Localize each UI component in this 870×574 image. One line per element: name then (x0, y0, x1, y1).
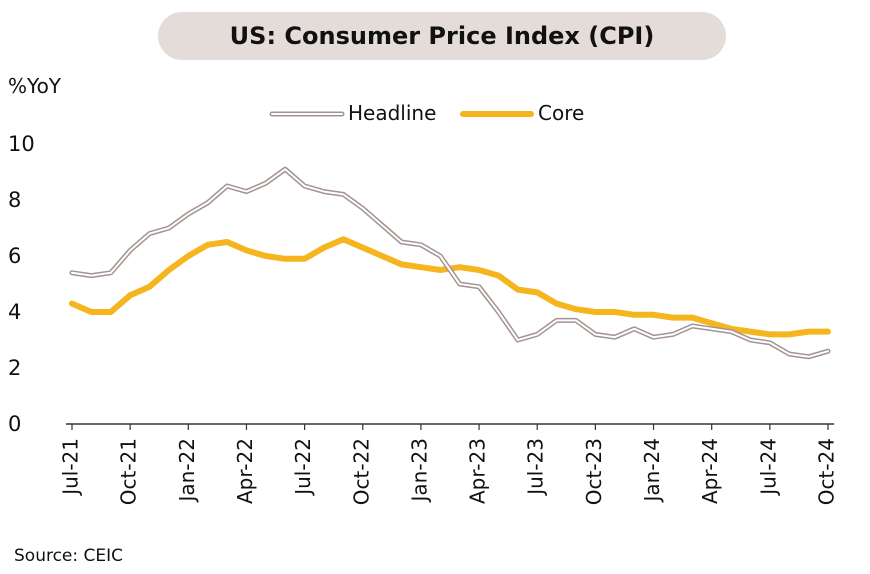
series-lines (69, 166, 831, 360)
x-axis: Jul-21 Oct-21 Jan-22 Apr-22 Jul-22 Oct-22 Jan-… (59, 423, 839, 505)
chart-title-pill: US: Consumer Price Index (CPI) (158, 12, 726, 60)
x-tick-label: Jul-23 (524, 438, 548, 497)
x-tick-label: Oct-24 (815, 438, 839, 505)
x-tick-label: Oct-23 (582, 438, 606, 505)
y-axis-unit-label: %YoY (8, 74, 62, 98)
cpi-line-chart: Headline Core 0 2 4 6 8 10 Jul-21 Oct-21 Jan-22 A… (8, 101, 839, 505)
x-tick-label: Oct-21 (117, 438, 141, 505)
x-tick-label: Apr-23 (466, 438, 490, 504)
chart-title: US: Consumer Price Index (CPI) (229, 22, 655, 50)
x-tick-label: Apr-24 (698, 438, 722, 504)
y-tick-label: 10 (8, 132, 35, 156)
source-note: Source: CEIC (14, 546, 124, 566)
y-tick-label: 0 (8, 412, 21, 436)
x-tick-label: Jan-23 (407, 438, 431, 504)
y-tick-label: 4 (8, 300, 21, 324)
y-tick-label: 8 (8, 188, 21, 212)
y-tick-label: 2 (8, 356, 21, 380)
legend: Headline Core (269, 101, 584, 125)
x-tick-label: Jul-22 (291, 438, 315, 497)
x-tick-label: Jul-21 (59, 438, 83, 497)
x-tick-label: Jul-24 (756, 438, 780, 497)
series-line-core (69, 236, 831, 338)
x-tick-label: Apr-22 (233, 438, 257, 504)
legend-label-headline: Headline (348, 101, 436, 125)
y-axis: 0 2 4 6 8 10 (8, 132, 35, 436)
x-tick-label: Oct-22 (349, 438, 373, 505)
legend-label-core: Core (538, 101, 584, 125)
x-tick-label: Jan-24 (640, 438, 664, 504)
series-line-headline-inner (71, 168, 829, 358)
x-tick-label: Jan-22 (175, 438, 199, 504)
y-tick-label: 6 (8, 244, 21, 268)
